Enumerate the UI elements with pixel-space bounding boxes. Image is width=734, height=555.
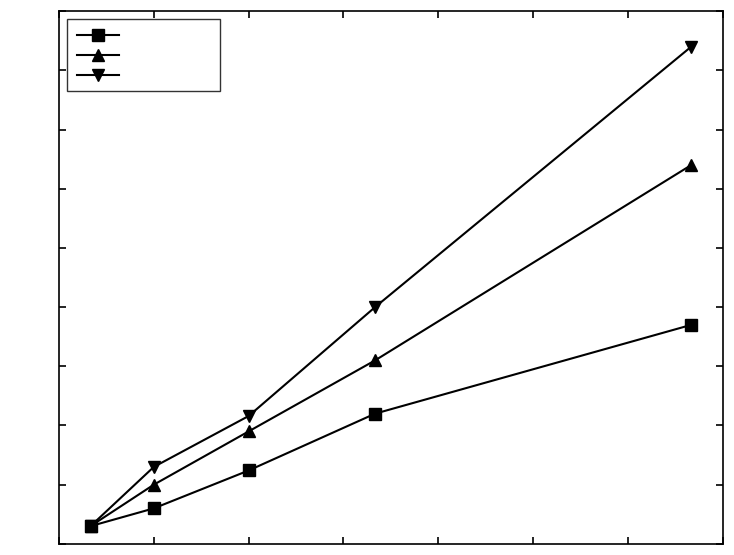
Line: 7A02: 7A02: [85, 41, 697, 532]
Line: 1050A: 1050A: [85, 319, 697, 532]
3A21: [687, 162, 696, 168]
Legend: 1050A, 3A21, 7A02: 1050A, 3A21, 7A02: [68, 19, 220, 91]
7A02: [86, 523, 95, 529]
3A21: [244, 428, 253, 435]
1050A: [244, 467, 253, 474]
7A02: [371, 304, 379, 310]
Line: 3A21: 3A21: [85, 159, 697, 532]
3A21: [149, 481, 158, 488]
3A21: [86, 523, 95, 529]
7A02: [687, 43, 696, 50]
7A02: [244, 413, 253, 420]
1050A: [149, 505, 158, 512]
7A02: [149, 463, 158, 470]
1050A: [86, 523, 95, 529]
1050A: [371, 410, 379, 417]
1050A: [687, 321, 696, 328]
3A21: [371, 357, 379, 364]
